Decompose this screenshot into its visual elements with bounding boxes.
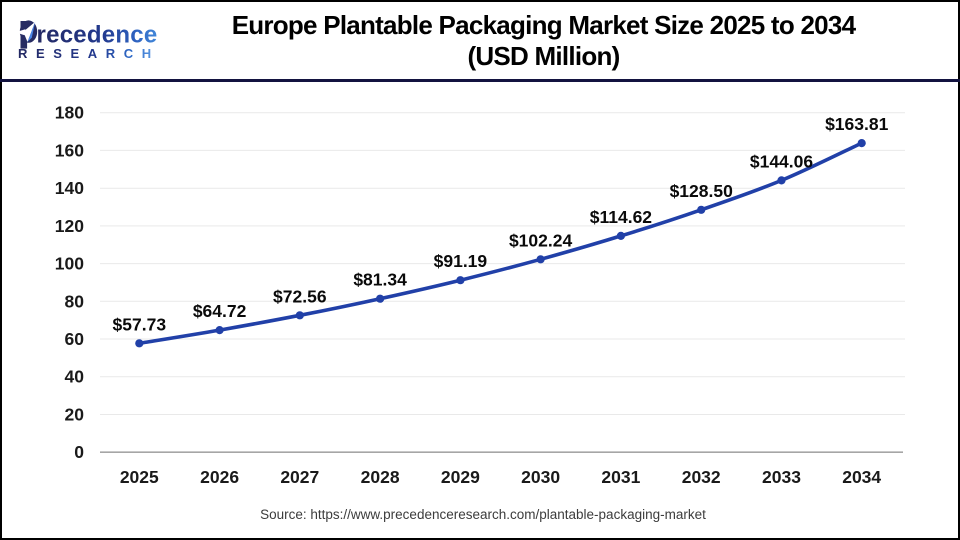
svg-text:100: 100	[55, 254, 84, 274]
svg-text:recedence: recedence	[37, 22, 158, 49]
svg-text:60: 60	[65, 329, 85, 349]
svg-text:0: 0	[74, 442, 84, 462]
svg-text:$72.56: $72.56	[273, 286, 327, 306]
svg-text:RESEARCH: RESEARCH	[18, 46, 160, 61]
svg-text:180: 180	[55, 103, 84, 123]
svg-text:$114.62: $114.62	[590, 207, 653, 227]
svg-text:$91.19: $91.19	[434, 251, 488, 271]
svg-text:2029: 2029	[441, 467, 480, 487]
svg-text:2027: 2027	[280, 467, 319, 487]
svg-text:2026: 2026	[200, 467, 239, 487]
svg-text:2030: 2030	[521, 467, 560, 487]
svg-text:40: 40	[65, 367, 85, 387]
svg-text:120: 120	[55, 216, 84, 236]
svg-text:$163.81: $163.81	[825, 114, 889, 134]
svg-text:140: 140	[55, 178, 84, 198]
svg-text:80: 80	[65, 291, 85, 311]
svg-text:2028: 2028	[361, 467, 400, 487]
svg-text:$128.50: $128.50	[670, 181, 734, 201]
svg-text:20: 20	[65, 405, 85, 425]
svg-text:$144.06: $144.06	[750, 151, 814, 171]
svg-text:$57.73: $57.73	[113, 314, 167, 334]
svg-text:$81.34: $81.34	[353, 270, 407, 290]
svg-text:160: 160	[55, 140, 84, 160]
svg-text:2034: 2034	[842, 467, 881, 487]
svg-text:2025: 2025	[120, 467, 159, 487]
svg-text:2031: 2031	[601, 467, 640, 487]
svg-text:$102.24: $102.24	[509, 230, 573, 250]
svg-text:$64.72: $64.72	[193, 301, 247, 321]
svg-text:2033: 2033	[762, 467, 801, 487]
svg-text:2032: 2032	[682, 467, 721, 487]
